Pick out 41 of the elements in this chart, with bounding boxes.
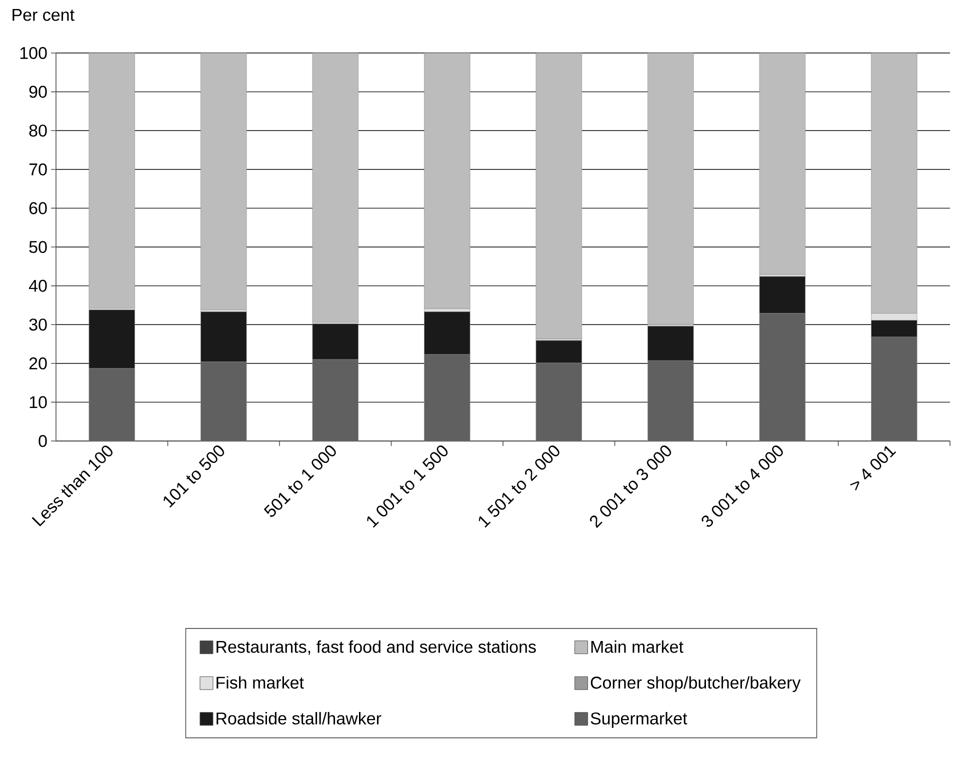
legend-label: Main market xyxy=(591,640,684,653)
bar xyxy=(88,368,135,441)
y-tick-label: 50 xyxy=(29,240,47,254)
bar xyxy=(759,52,806,275)
legend-label: Restaurants, fast food and service stations xyxy=(216,640,536,655)
y-tick-label: 90 xyxy=(29,86,47,98)
x-tick-label: 1 001 to 1 500 xyxy=(367,445,448,528)
y-tick-label: 80 xyxy=(29,124,47,137)
x-tick-label: 2 001 to 3 000 xyxy=(590,445,672,528)
y-axis-title: Per cent xyxy=(12,9,74,21)
bar xyxy=(536,52,582,340)
legend-label: Corner shop/butcher/bakery xyxy=(590,676,801,692)
legend-label: Fish market xyxy=(216,676,304,689)
x-tick-label: 1 501 to 2 000 xyxy=(478,445,560,528)
x-tick-label: 101 to 500 xyxy=(164,445,224,508)
x-tick-label: 3 001 to 4 000 xyxy=(702,445,783,527)
bar xyxy=(648,52,694,325)
bar xyxy=(424,52,470,309)
bar xyxy=(871,336,918,441)
y-tick-label: 100 xyxy=(20,46,47,60)
y-tick-label: 30 xyxy=(29,318,47,331)
legend-label: Roadside stall/hawker xyxy=(216,712,382,724)
legend-label: Supermarket xyxy=(590,712,688,728)
bar xyxy=(424,354,470,441)
bar xyxy=(871,52,918,314)
bar xyxy=(759,313,806,441)
y-tick-label: 10 xyxy=(30,396,47,408)
y-tick-label: 70 xyxy=(29,163,47,176)
bar xyxy=(312,359,358,441)
bar xyxy=(200,362,247,441)
x-tick-label: 501 to 1 000 xyxy=(264,445,336,517)
bar xyxy=(536,362,582,441)
y-tick-label: 0 xyxy=(38,434,47,448)
x-tick-label: > 4 001 xyxy=(850,446,896,491)
bar xyxy=(88,52,135,308)
y-tick-label: 40 xyxy=(28,280,47,292)
bar xyxy=(648,360,694,441)
bar xyxy=(312,52,358,322)
y-tick-label: 60 xyxy=(29,202,47,214)
bar xyxy=(200,52,247,310)
y-tick-label: 20 xyxy=(29,357,47,370)
